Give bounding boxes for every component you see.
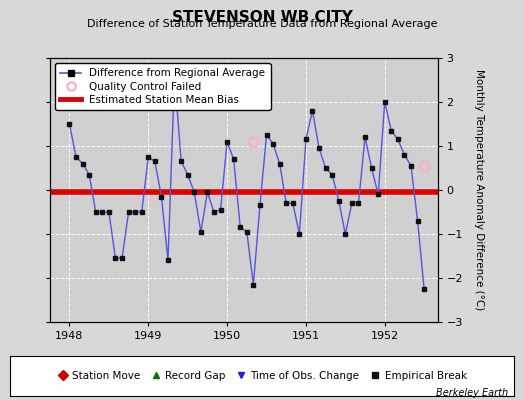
Text: Difference of Station Temperature Data from Regional Average: Difference of Station Temperature Data f… [87, 19, 437, 29]
Y-axis label: Monthly Temperature Anomaly Difference (°C): Monthly Temperature Anomaly Difference (… [474, 69, 484, 311]
Text: Berkeley Earth: Berkeley Earth [436, 388, 508, 398]
Legend: Difference from Regional Average, Quality Control Failed, Estimated Station Mean: Difference from Regional Average, Qualit… [55, 63, 270, 110]
Legend: Station Move, Record Gap, Time of Obs. Change, Empirical Break: Station Move, Record Gap, Time of Obs. C… [54, 368, 470, 384]
Text: STEVENSON WB CITY: STEVENSON WB CITY [171, 10, 353, 25]
